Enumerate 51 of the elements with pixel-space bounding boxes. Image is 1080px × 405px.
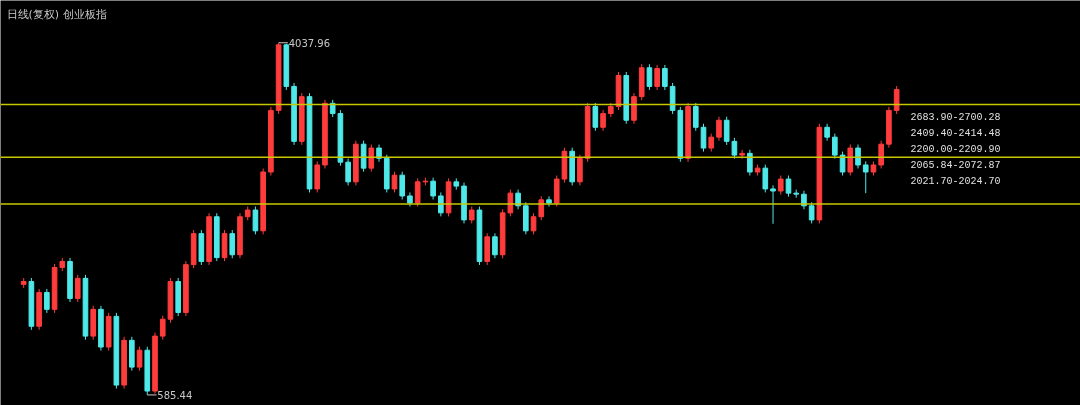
candlestick	[747, 149, 753, 177]
candlestick	[692, 102, 699, 132]
candlestick	[229, 229, 236, 259]
text: 2683.90-2700.28	[910, 111, 1001, 123]
candlestick	[847, 144, 854, 177]
candlestick	[159, 315, 166, 341]
candlestick	[314, 160, 321, 193]
candlestick	[669, 82, 676, 115]
chart-title: 日线(复权) 创业板指	[6, 7, 107, 21]
candlestick	[399, 171, 406, 200]
candlestick	[368, 144, 375, 173]
candlestick	[44, 288, 50, 314]
candlestick	[577, 154, 583, 186]
candlestick	[530, 212, 537, 235]
candlestick	[785, 175, 792, 198]
annotation: 4037.96	[288, 37, 331, 49]
candlestick	[345, 158, 351, 186]
candlestick	[700, 123, 707, 153]
text: 2200.00-2209.90	[910, 143, 1001, 155]
candlestick	[74, 274, 81, 303]
candlestick	[832, 133, 838, 160]
candlestick	[414, 177, 421, 208]
text: 2021.70-2024.70	[910, 175, 1001, 187]
text: 2065.84-2072.87	[910, 159, 1001, 171]
candlestick	[546, 195, 552, 208]
candlestick	[492, 232, 498, 259]
candlestick	[592, 102, 599, 132]
candlestick	[391, 171, 398, 193]
annotation: 585.44	[157, 389, 193, 401]
candlestick	[862, 160, 869, 194]
candlestick	[878, 140, 884, 169]
candlestick	[770, 184, 776, 225]
candlestick	[221, 229, 228, 262]
candlestick	[716, 116, 722, 142]
candlestick	[762, 164, 769, 193]
candlestick	[252, 206, 259, 235]
text: 2409.40-2414.48	[910, 127, 1001, 139]
candlestick	[662, 64, 668, 91]
candlestick	[538, 195, 545, 221]
candlestick	[646, 63, 653, 91]
candlestick	[553, 175, 560, 208]
candlestick	[360, 140, 367, 173]
candlestick	[600, 109, 606, 132]
candlestick	[631, 92, 637, 125]
candlestick	[654, 64, 660, 91]
candlestick	[808, 201, 815, 224]
candlestick	[430, 177, 436, 200]
candlestick	[136, 346, 143, 372]
candlestick	[507, 189, 514, 217]
candlestick	[777, 175, 784, 196]
candlestick	[893, 85, 900, 115]
